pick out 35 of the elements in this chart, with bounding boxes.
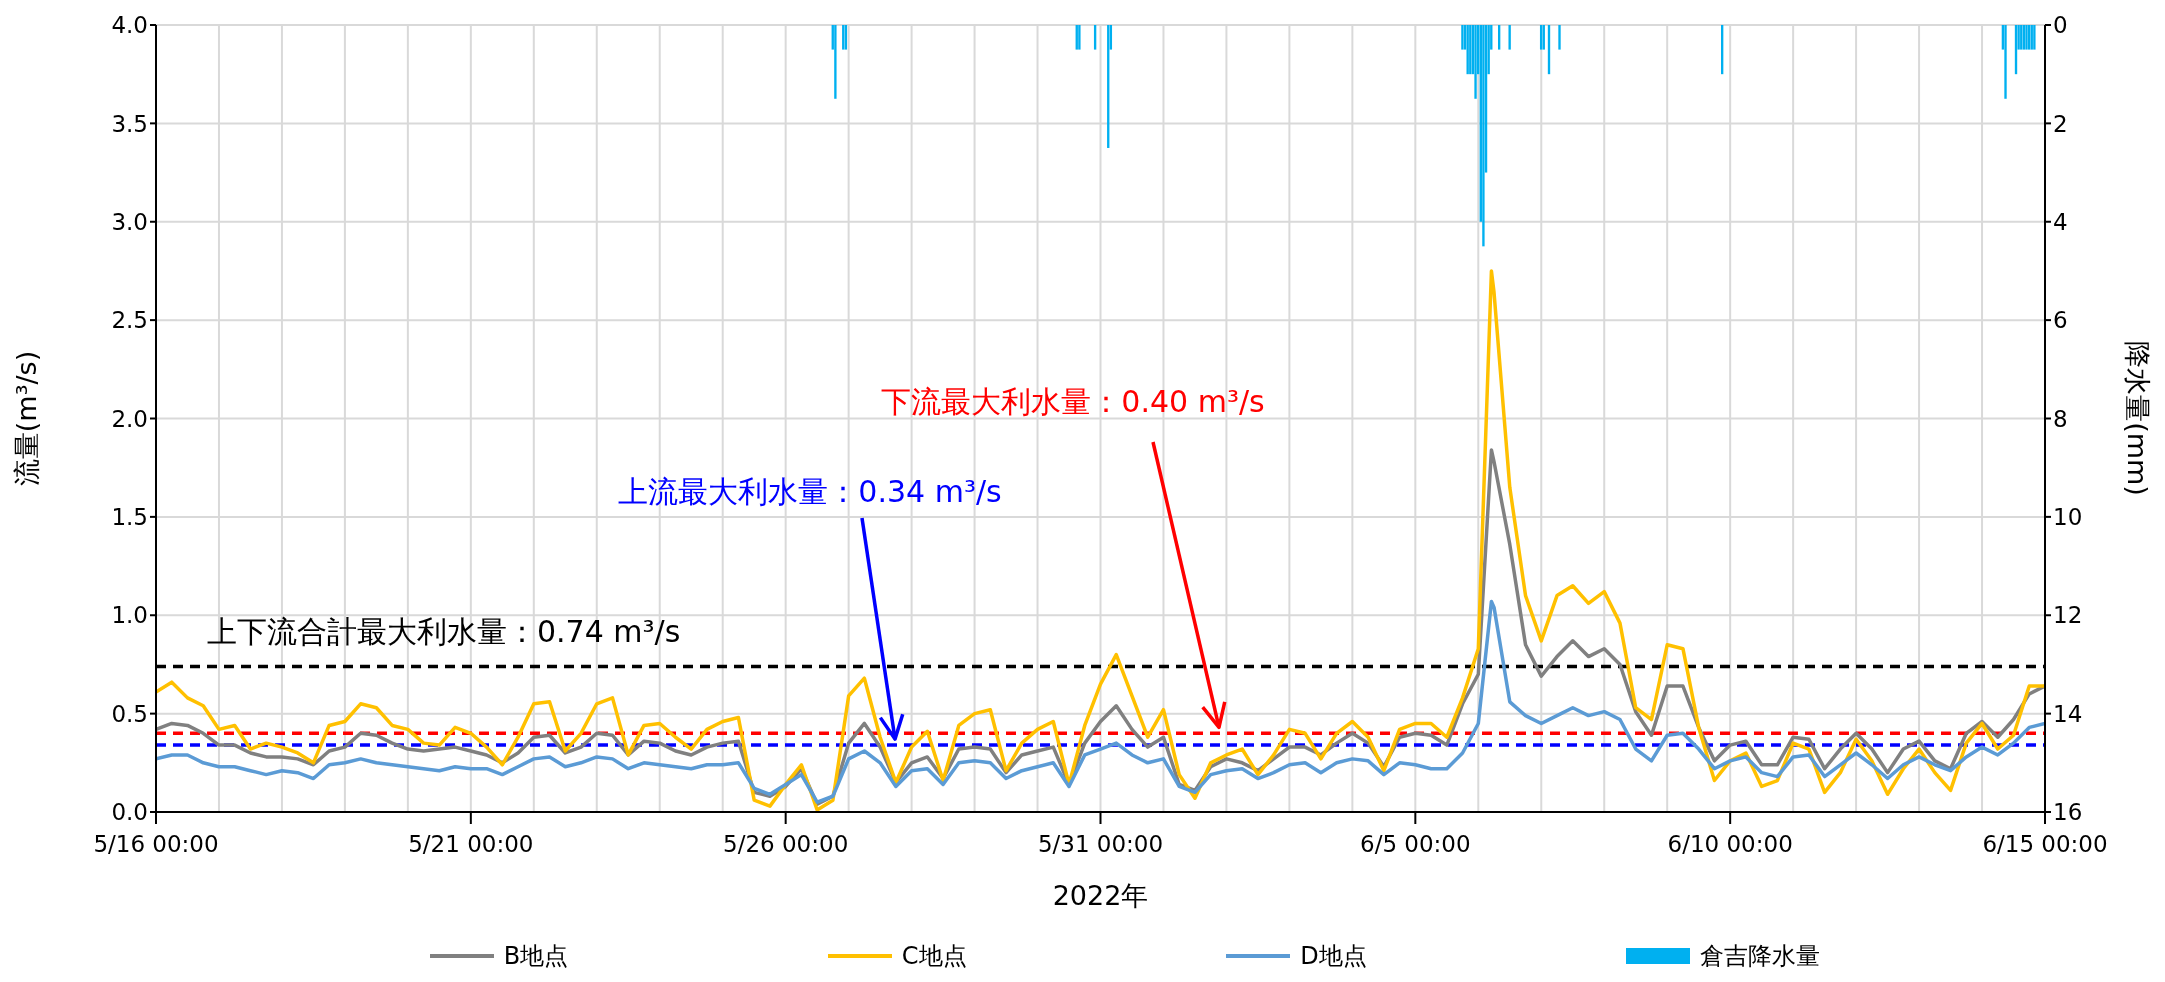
y-tick-label: 2.5: [111, 307, 148, 334]
y2-tick-label: 4: [2053, 208, 2068, 235]
y-tick-label: 4.0: [111, 12, 148, 39]
y2-axis-title: 降水量(mm): [2122, 341, 2153, 496]
x-tick-label: 6/5 00:00: [1360, 831, 1471, 857]
legend-label: 倉吉降水量: [1700, 941, 1821, 972]
y2-tick-label: 0: [2053, 12, 2068, 39]
legend-label: D地点: [1300, 941, 1367, 972]
y2-tick-label: 16: [2053, 799, 2083, 826]
y-tick-label: 0.5: [111, 700, 148, 727]
ref-line-label: 下流最大利水量：0.40 m³/s: [881, 384, 1265, 419]
legend-label: C地点: [901, 941, 967, 972]
ref-line-label: 上流最大利水量：0.34 m³/s: [618, 474, 1002, 509]
y2-tick-label: 6: [2053, 307, 2068, 334]
x-tick-label: 6/15 00:00: [1982, 831, 2108, 857]
x-tick-label: 5/26 00:00: [723, 831, 849, 857]
x-tick-label: 6/10 00:00: [1667, 831, 1793, 857]
x-tick-label: 5/21 00:00: [408, 831, 534, 857]
y-tick-label: 3.0: [111, 208, 148, 235]
y-tick-label: 1.5: [111, 504, 148, 531]
y-tick-label: 3.5: [111, 110, 148, 137]
y2-tick-label: 2: [2053, 110, 2068, 137]
x-tick-label: 5/31 00:00: [1037, 831, 1164, 857]
x-tick-label: 5/16 00:00: [93, 831, 219, 857]
x-axis-title: 2022年: [1052, 880, 1149, 911]
y2-tick-label: 12: [2053, 602, 2083, 629]
y2-tick-label: 10: [2053, 504, 2083, 531]
y2-tick-label: 8: [2053, 405, 2068, 432]
legend-label: B地点: [503, 941, 569, 972]
ref-line-label: 上下流合計最大利水量：0.74 m³/s: [207, 614, 681, 650]
y2-tick-label: 14: [2053, 700, 2083, 727]
y-tick-label: 0.0: [111, 799, 148, 826]
y-axis-title: 流量(m³/s): [11, 350, 42, 487]
y-tick-label: 1.0: [111, 602, 148, 629]
y-tick-label: 2.0: [111, 405, 148, 432]
